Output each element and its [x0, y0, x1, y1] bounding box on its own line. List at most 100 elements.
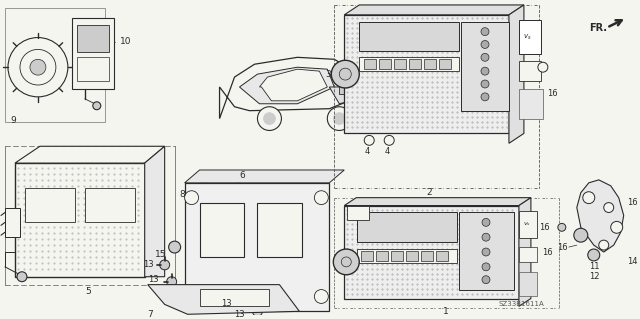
Circle shape — [332, 60, 359, 88]
Circle shape — [538, 62, 548, 72]
Circle shape — [574, 228, 588, 242]
Bar — [376, 251, 388, 261]
Text: 4: 4 — [364, 147, 369, 156]
Bar — [421, 251, 433, 261]
Bar — [424, 59, 436, 69]
Text: 13: 13 — [221, 299, 232, 308]
Polygon shape — [519, 198, 531, 306]
Bar — [85, 188, 135, 222]
Bar — [5, 208, 20, 237]
Text: 16: 16 — [627, 198, 637, 207]
Circle shape — [611, 221, 623, 233]
Text: 7: 7 — [148, 310, 154, 319]
Polygon shape — [344, 198, 531, 205]
Circle shape — [482, 263, 490, 271]
Bar — [519, 61, 541, 81]
Bar — [359, 57, 459, 71]
Bar — [436, 251, 448, 261]
Circle shape — [198, 182, 211, 194]
Text: 13: 13 — [234, 310, 245, 319]
Bar — [357, 212, 457, 242]
Circle shape — [333, 113, 346, 124]
Bar — [257, 203, 302, 257]
Circle shape — [314, 290, 328, 303]
Circle shape — [482, 233, 490, 241]
Bar — [344, 205, 519, 300]
Bar — [406, 251, 418, 261]
Polygon shape — [184, 170, 344, 183]
Polygon shape — [344, 5, 524, 15]
Bar — [357, 249, 457, 263]
Bar — [519, 211, 537, 238]
Circle shape — [166, 277, 177, 286]
Text: 10: 10 — [120, 37, 131, 46]
Text: 12: 12 — [589, 272, 599, 281]
Circle shape — [604, 203, 614, 212]
Bar — [184, 183, 330, 311]
Text: 3: 3 — [325, 70, 331, 78]
Circle shape — [341, 257, 351, 267]
Polygon shape — [239, 67, 334, 104]
Text: 16: 16 — [547, 89, 557, 98]
Bar — [339, 84, 351, 94]
Bar — [391, 251, 403, 261]
Text: 15: 15 — [155, 250, 166, 259]
Polygon shape — [259, 69, 327, 101]
Polygon shape — [148, 285, 300, 314]
Circle shape — [20, 49, 56, 85]
Circle shape — [339, 68, 351, 80]
Circle shape — [599, 240, 609, 250]
Bar — [359, 22, 459, 51]
Circle shape — [159, 260, 170, 270]
Text: 8: 8 — [180, 190, 186, 199]
Circle shape — [333, 249, 359, 275]
Text: 16: 16 — [542, 248, 552, 256]
Circle shape — [30, 59, 46, 75]
Circle shape — [481, 53, 489, 61]
Text: $v_s$: $v_s$ — [523, 33, 531, 42]
Polygon shape — [330, 87, 359, 104]
Text: 14: 14 — [627, 257, 637, 266]
Bar — [72, 18, 114, 89]
Bar — [77, 25, 109, 52]
Circle shape — [588, 249, 600, 261]
Polygon shape — [577, 180, 624, 252]
Bar — [519, 89, 543, 119]
Bar — [200, 203, 244, 257]
Bar — [361, 251, 373, 261]
Circle shape — [481, 67, 489, 75]
Bar — [5, 8, 105, 122]
Bar — [344, 15, 509, 133]
Circle shape — [482, 276, 490, 284]
Polygon shape — [509, 5, 524, 143]
Bar — [519, 272, 537, 296]
Bar — [439, 59, 451, 69]
Circle shape — [17, 272, 27, 282]
Bar — [519, 247, 537, 262]
Circle shape — [239, 296, 250, 306]
Circle shape — [8, 38, 68, 97]
Circle shape — [558, 223, 566, 231]
Circle shape — [93, 102, 100, 110]
Circle shape — [481, 80, 489, 88]
Bar — [348, 205, 369, 220]
Circle shape — [264, 113, 275, 124]
Polygon shape — [145, 146, 164, 277]
Text: 2: 2 — [426, 188, 432, 197]
Bar — [409, 59, 421, 69]
Circle shape — [481, 93, 489, 101]
Circle shape — [481, 28, 489, 36]
Text: FR.: FR. — [589, 23, 607, 33]
Bar — [200, 289, 269, 306]
Circle shape — [481, 41, 489, 48]
Polygon shape — [220, 57, 359, 119]
Bar — [15, 163, 145, 277]
Bar — [380, 59, 391, 69]
Text: 1: 1 — [443, 307, 449, 316]
Bar — [364, 59, 376, 69]
Bar — [461, 22, 509, 111]
Circle shape — [583, 192, 595, 204]
Circle shape — [252, 306, 262, 316]
Text: 13: 13 — [148, 275, 158, 284]
Text: 16: 16 — [557, 242, 568, 252]
